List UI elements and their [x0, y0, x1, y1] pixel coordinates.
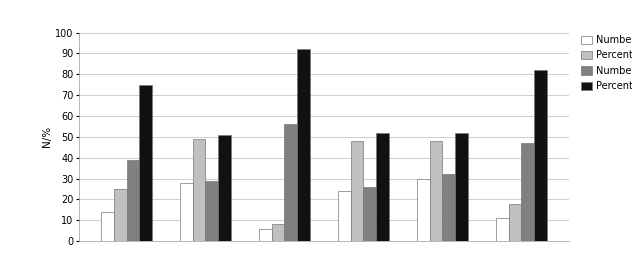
Bar [430, 141, 442, 241]
Bar [417, 179, 430, 241]
Bar [126, 160, 139, 241]
Bar [534, 70, 547, 241]
Y-axis label: N/%: N/% [42, 126, 52, 147]
Bar [101, 212, 114, 241]
Bar [114, 189, 126, 241]
Bar [272, 224, 284, 241]
Bar [363, 187, 376, 241]
Bar [193, 139, 205, 241]
Bar [218, 135, 231, 241]
Bar [496, 218, 509, 241]
Bar [338, 191, 351, 241]
Bar [442, 175, 455, 241]
Bar [297, 49, 310, 241]
Bar [139, 85, 152, 241]
Bar [376, 133, 389, 241]
Bar [509, 204, 521, 241]
Bar [180, 183, 193, 241]
Bar [521, 143, 534, 241]
Bar [351, 141, 363, 241]
Bar [455, 133, 468, 241]
Legend: Number of vaccinated children, Percentage of vaccinated children, Number of unva: Number of vaccinated children, Percentag… [578, 33, 632, 93]
Bar [259, 229, 272, 241]
Bar [205, 181, 218, 241]
Bar [284, 124, 297, 241]
